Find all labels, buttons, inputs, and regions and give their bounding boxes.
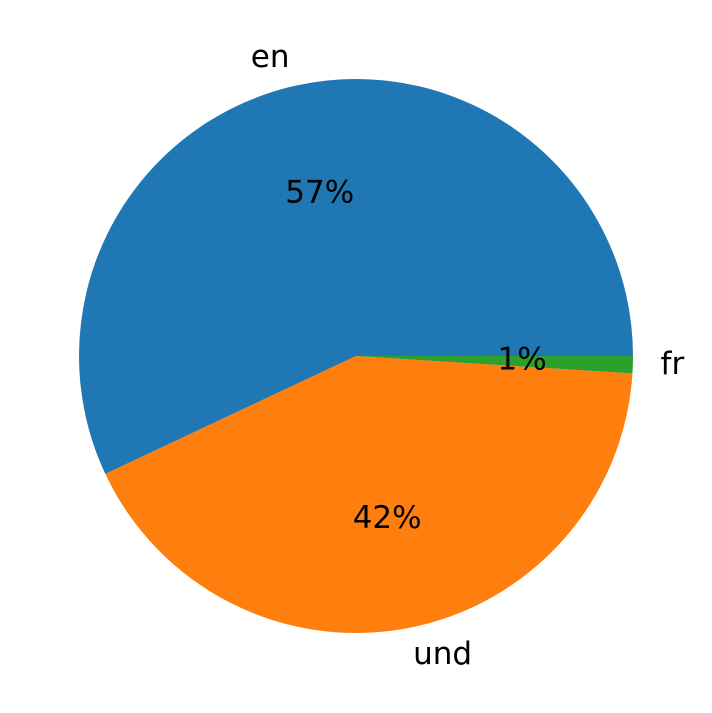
pie-slice: [105, 356, 633, 633]
percent-label: 1%: [498, 342, 547, 378]
pie-slice: [356, 356, 633, 374]
slice-label: und: [413, 636, 472, 672]
slice-label: fr: [661, 346, 685, 382]
pie-slice: [78, 78, 634, 474]
slice-label: en: [251, 39, 290, 75]
percent-label: 42%: [353, 500, 422, 536]
percent-label: 57%: [285, 174, 354, 210]
